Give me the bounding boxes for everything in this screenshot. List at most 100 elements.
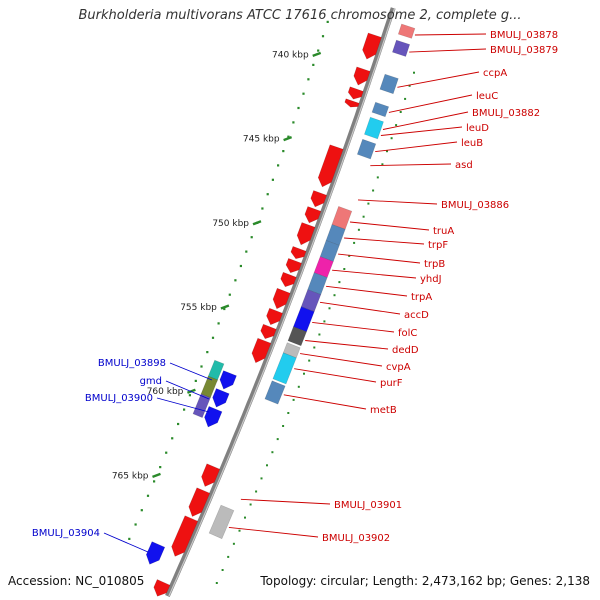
ruler-tick — [152, 472, 161, 479]
ruler-dot — [211, 336, 215, 339]
gene-arrow[interactable] — [153, 579, 171, 597]
outer-track-dot — [390, 137, 393, 140]
gene-arrow-minus[interactable] — [204, 406, 223, 428]
ruler-dot — [206, 351, 209, 354]
feature-label[interactable]: BMULJ_03886 — [441, 200, 509, 211]
gene-arrow[interactable] — [272, 287, 291, 310]
gene-feature[interactable] — [272, 352, 297, 385]
ruler-tick — [252, 220, 262, 226]
gene-arrow[interactable] — [347, 86, 364, 100]
outer-track-dot — [372, 189, 375, 192]
gene-feature[interactable] — [356, 138, 377, 160]
topology-text: Topology: circular; Length: 2,473,162 bp… — [260, 574, 590, 588]
gene-feature[interactable] — [392, 39, 411, 57]
gene-arrow[interactable] — [296, 222, 316, 246]
ruler-dot — [171, 437, 174, 440]
outer-track-dot — [399, 111, 402, 113]
outer-track-dot — [338, 281, 341, 284]
gene-feature[interactable] — [364, 116, 384, 140]
feature-label[interactable]: leuC — [476, 91, 498, 102]
gene-arrow[interactable] — [290, 246, 307, 260]
feature-label[interactable]: trpF — [428, 240, 448, 251]
gene-arrow[interactable] — [280, 271, 297, 288]
feature-label[interactable]: metB — [370, 405, 397, 416]
leader-line — [165, 380, 210, 400]
gene-arrow-minus[interactable] — [145, 541, 166, 565]
ruler-dot — [200, 365, 203, 368]
feature-label[interactable]: leuD — [466, 123, 489, 134]
leader-line — [357, 199, 438, 205]
leader-line — [300, 353, 383, 367]
outer-track-dot — [292, 398, 295, 401]
gene-arrow-minus[interactable] — [219, 370, 237, 390]
gene-arrow-minus[interactable] — [212, 388, 230, 408]
feature-label[interactable]: cvpA — [386, 362, 411, 373]
gene-arrow[interactable] — [304, 206, 322, 224]
ruler-label: 745 kbp — [243, 135, 280, 145]
feature-label[interactable]: dedD — [392, 345, 419, 356]
leader-line — [388, 94, 473, 113]
feature-label[interactable]: BMULJ_03900 — [85, 393, 153, 404]
ruler-dot — [165, 451, 168, 454]
feature-label[interactable]: folC — [398, 328, 417, 339]
feature-label[interactable]: BMULJ_03904 — [32, 528, 100, 539]
gene-feature[interactable] — [287, 326, 307, 347]
gene-arrow[interactable] — [266, 307, 283, 326]
ruler-dot — [287, 135, 290, 138]
gene-feature[interactable] — [208, 504, 235, 540]
feature-label[interactable]: accD — [404, 310, 429, 321]
outer-track-dot — [362, 215, 365, 218]
feature-label[interactable]: trpA — [411, 292, 432, 303]
outer-track-dot — [244, 516, 246, 519]
leader-line — [169, 362, 213, 381]
outer-track-dot — [303, 372, 305, 375]
accession-text: Accession: NC_010805 — [8, 574, 145, 588]
ruler-label: 740 kbp — [272, 50, 309, 60]
gene-arrow[interactable] — [201, 463, 221, 487]
feature-label[interactable]: BMULJ_03902 — [322, 533, 390, 544]
gene-arrow[interactable] — [260, 323, 277, 340]
ruler-dot — [312, 63, 315, 66]
ruler-dot — [282, 150, 285, 153]
feature-label[interactable]: ccpA — [483, 68, 507, 79]
ruler-label: 750 kbp — [212, 219, 249, 229]
gene-arrow[interactable] — [317, 144, 344, 188]
outer-track-dot — [271, 451, 274, 454]
gene-arrow[interactable] — [344, 98, 360, 108]
gene-feature[interactable] — [379, 73, 399, 95]
gene-arrow[interactable] — [188, 487, 211, 517]
feature-label[interactable]: BMULJ_03878 — [490, 30, 558, 41]
feature-label[interactable]: BMULJ_03882 — [472, 108, 540, 119]
feature-label[interactable]: yhdJ — [420, 274, 442, 285]
gene-arrow[interactable] — [310, 190, 328, 208]
gene-arrow[interactable] — [285, 258, 302, 274]
outer-track-dot — [333, 294, 336, 297]
gene-feature[interactable] — [371, 101, 390, 118]
ruler-dot — [277, 164, 280, 167]
outer-track-dot — [381, 163, 384, 166]
feature-label[interactable]: BMULJ_03898 — [98, 358, 166, 369]
feature-label[interactable]: trpB — [424, 259, 445, 270]
gene-arrow[interactable] — [171, 515, 199, 557]
leader-line — [283, 394, 367, 410]
gene-feature[interactable] — [397, 23, 416, 39]
gene-arrow[interactable] — [362, 32, 382, 60]
feature-label[interactable]: gmd — [140, 376, 162, 387]
gene-feature[interactable] — [264, 380, 286, 405]
feature-label[interactable]: asd — [455, 160, 473, 171]
feature-label[interactable]: BMULJ_03879 — [490, 45, 558, 56]
feature-label[interactable]: BMULJ_03901 — [334, 500, 402, 511]
ruler-dot — [266, 193, 269, 196]
gene-arrow[interactable] — [353, 66, 371, 86]
ruler-dot — [217, 322, 220, 325]
feature-label[interactable]: leuB — [461, 138, 483, 149]
ruler-dot — [140, 509, 143, 512]
outer-track-dot — [221, 569, 224, 571]
leader-line — [305, 340, 389, 350]
outer-track-dot — [323, 320, 326, 323]
feature-label[interactable]: truA — [433, 226, 454, 237]
outer-track-dot — [413, 71, 415, 74]
gene-arrow[interactable] — [251, 337, 272, 364]
feature-label[interactable]: purF — [380, 378, 403, 389]
